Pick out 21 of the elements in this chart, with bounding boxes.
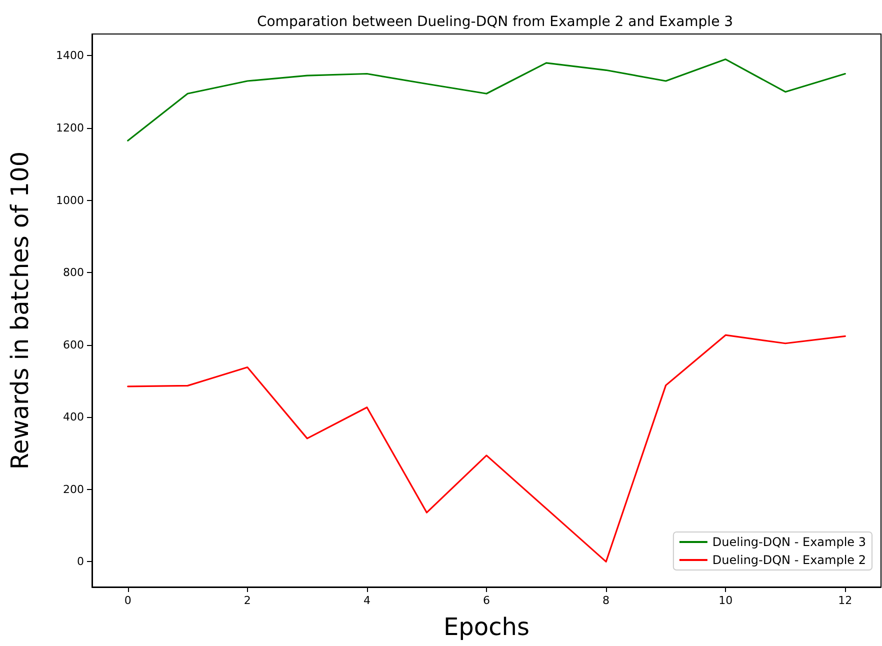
x-tick-label: 12 (838, 594, 852, 607)
line-series (127, 58, 846, 142)
x-tick-label: 4 (363, 594, 370, 607)
legend-label: Dueling-DQN - Example 2 (712, 553, 866, 567)
x-axis-title: Epochs (444, 613, 530, 641)
y-tick-label: 200 (63, 482, 84, 496)
y-tick-label: 600 (63, 338, 84, 352)
y-tick-label: 1400 (56, 49, 84, 62)
legend-label: Dueling-DQN - Example 3 (712, 535, 866, 549)
y-axis-title: Rewards in batches of 100 (6, 151, 34, 470)
chart-title: Comparation between Dueling-DQN from Example 2 and Example 3 (256, 14, 734, 30)
y-tick-label: 1000 (56, 194, 84, 207)
y-tick-label: 1200 (56, 121, 84, 134)
y-tick-label: 800 (63, 266, 84, 280)
x-tick-label: 6 (483, 594, 490, 607)
x-tick-label: 2 (244, 594, 251, 607)
y-tick-label: 400 (63, 410, 84, 424)
x-tick-label: 8 (602, 594, 610, 607)
x-tick-label: 0 (124, 594, 132, 607)
x-tick-label: 10 (718, 594, 733, 607)
y-tick-label: 0 (77, 555, 84, 568)
